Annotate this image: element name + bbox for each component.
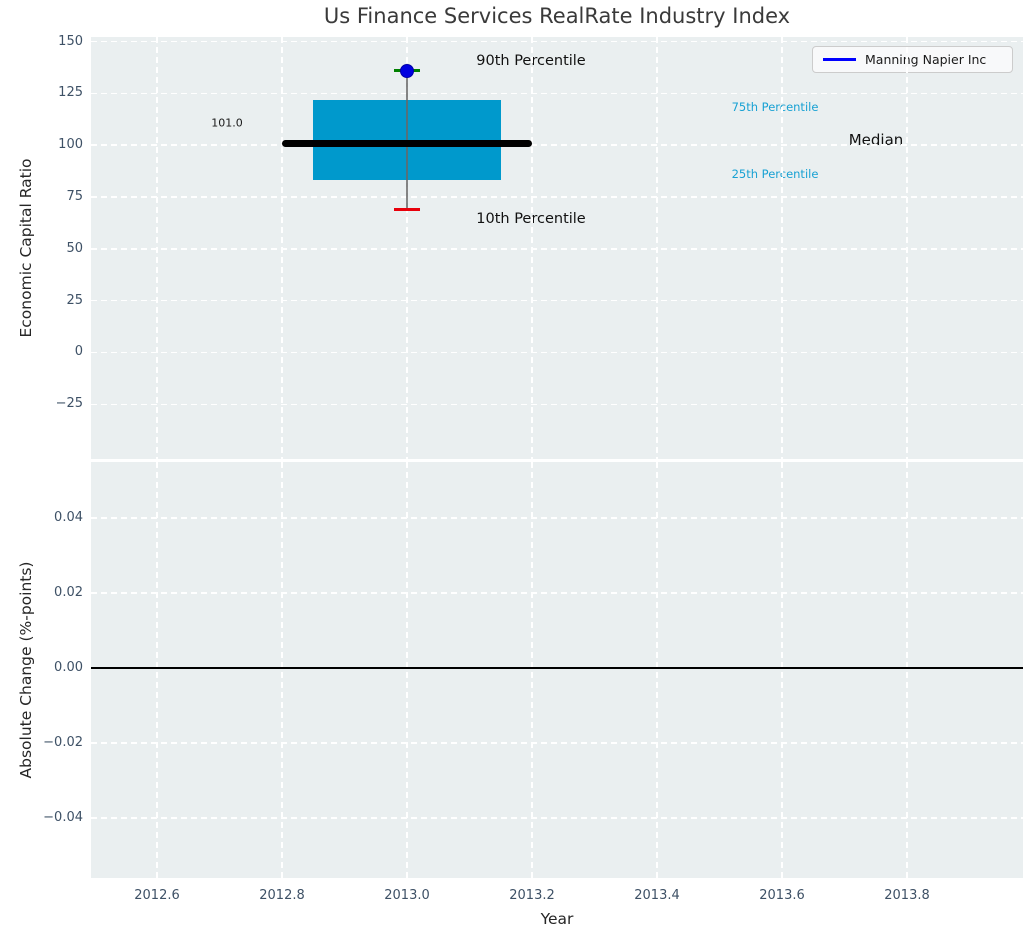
bottom-axes-absolute-change <box>91 462 1023 878</box>
y-tick-label: 100 <box>58 137 83 153</box>
y-tick-label: 25 <box>66 292 83 308</box>
y-tick-label: 0 <box>74 344 83 360</box>
grid-line-horizontal <box>91 248 1023 250</box>
grid-line-vertical <box>906 37 908 459</box>
grid-line-vertical <box>531 37 533 459</box>
chart-title: Us Finance Services RealRate Industry In… <box>323 4 791 28</box>
grid-line-horizontal <box>91 403 1023 406</box>
company-point-marker <box>400 63 414 78</box>
grid-line-vertical <box>906 462 908 878</box>
legend-line-swatch-icon <box>823 58 856 61</box>
y-tick-label: 75 <box>66 188 83 204</box>
grid-line-vertical <box>406 462 408 878</box>
x-tick-label: 2012.8 <box>259 888 305 903</box>
y-tick-label: −0.02 <box>43 735 83 750</box>
y-tick-label: 0.02 <box>54 585 83 600</box>
x-tick-label: 2013.6 <box>759 888 805 903</box>
annotation-90th-percentile: 90th Percentile <box>476 53 586 69</box>
grid-line-horizontal <box>91 196 1023 198</box>
x-tick-label: 2012.6 <box>134 888 180 903</box>
y-tick-label: 0.04 <box>54 510 83 525</box>
y-tick-label: 125 <box>58 85 83 101</box>
grid-line-vertical <box>781 462 783 878</box>
grid-line-vertical <box>656 462 658 878</box>
legend-label: Manning Napier Inc <box>865 52 987 67</box>
grid-line-vertical <box>156 37 158 459</box>
whisker-cap-10 <box>394 207 420 212</box>
x-tick-label: 2013.4 <box>634 888 680 903</box>
grid-line-vertical <box>531 462 533 878</box>
y-tick-label: 150 <box>58 33 83 49</box>
grid-line-vertical <box>406 37 408 459</box>
grid-line-vertical <box>281 37 283 459</box>
grid-line-horizontal <box>91 517 1023 519</box>
x-tick-label: 2013.8 <box>884 888 930 903</box>
annotation-25th-percentile: 25th Percentile <box>731 167 819 181</box>
grid-line-horizontal <box>91 817 1023 819</box>
annotation-median-value: 101.0 <box>211 116 243 130</box>
zero-line <box>91 667 1023 669</box>
legend: Manning Napier Inc <box>812 46 1013 73</box>
grid-line-horizontal <box>91 144 1023 146</box>
grid-line-vertical <box>156 462 158 878</box>
median-line <box>282 139 532 147</box>
top-axes-economic-capital-ratio: Manning Napier Inc 90th Percentile 75th … <box>91 37 1023 459</box>
x-tick-label: 2013.2 <box>509 888 555 903</box>
y-tick-label: −0.04 <box>43 810 83 825</box>
x-axis-label-year: Year <box>540 910 574 928</box>
grid-line-vertical <box>281 462 283 878</box>
annotation-75th-percentile: 75th Percentile <box>731 100 819 114</box>
grid-line-horizontal <box>91 40 1023 43</box>
grid-line-horizontal <box>91 592 1023 594</box>
grid-line-vertical <box>781 37 783 459</box>
grid-line-horizontal <box>91 351 1023 354</box>
y-tick-label: −25 <box>55 396 83 412</box>
annotation-10th-percentile: 10th Percentile <box>476 211 586 227</box>
y-tick-label: 50 <box>66 240 83 256</box>
y-tick-label: 0.00 <box>54 660 83 675</box>
grid-line-horizontal <box>91 92 1023 95</box>
annotation-median: Median <box>848 131 904 149</box>
grid-line-vertical <box>656 37 658 459</box>
grid-line-horizontal <box>91 742 1023 744</box>
grid-line-horizontal <box>91 299 1023 302</box>
x-tick-label: 2013.0 <box>384 888 430 903</box>
